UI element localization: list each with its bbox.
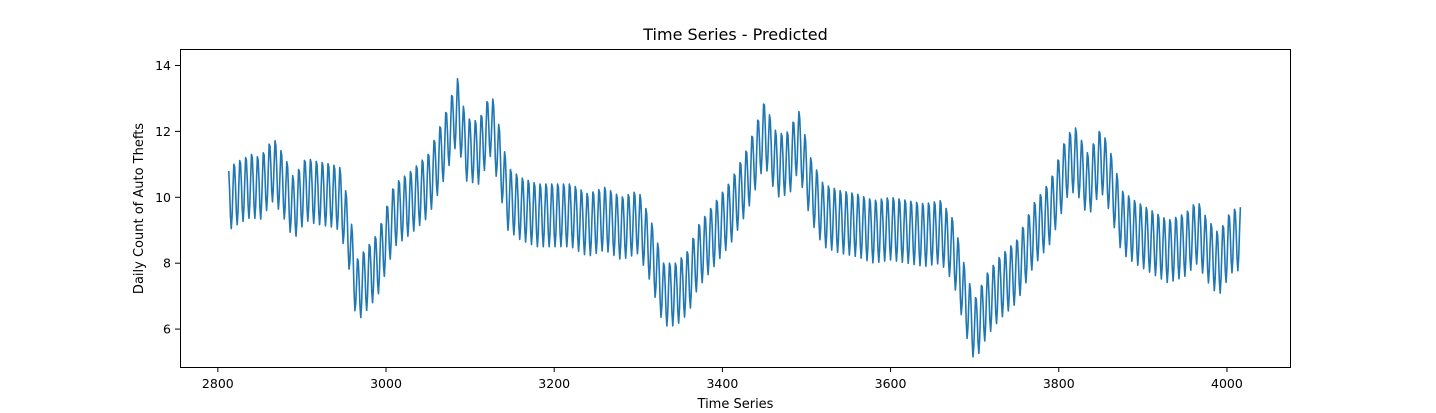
x-tick-label: 3600 [875, 376, 907, 391]
x-axis-ticks: 2800 3000 3200 3400 3600 3800 4000 [202, 367, 1243, 391]
chart-title: Time Series - Predicted [642, 25, 828, 44]
x-axis-label: Time Series [697, 397, 774, 412]
x-tick-label: 3800 [1043, 376, 1075, 391]
y-axis-ticks: 6 8 10 12 14 [155, 58, 180, 337]
series-line [227, 77, 1242, 358]
x-tick-label: 3000 [370, 376, 402, 391]
y-axis-label: Daily Count of Auto Thefts [132, 123, 147, 294]
plot-area [227, 77, 1242, 358]
y-tick-label: 8 [163, 256, 171, 271]
y-tick-label: 12 [155, 124, 171, 139]
x-tick-label: 3200 [538, 376, 570, 391]
axes-frame [180, 49, 1291, 368]
y-tick-label: 10 [155, 190, 171, 205]
y-tick-label: 14 [155, 58, 171, 73]
x-tick-label: 4000 [1211, 376, 1243, 391]
x-tick-label: 2800 [202, 376, 234, 391]
x-tick-label: 3400 [706, 376, 738, 391]
y-tick-label: 6 [163, 322, 171, 337]
